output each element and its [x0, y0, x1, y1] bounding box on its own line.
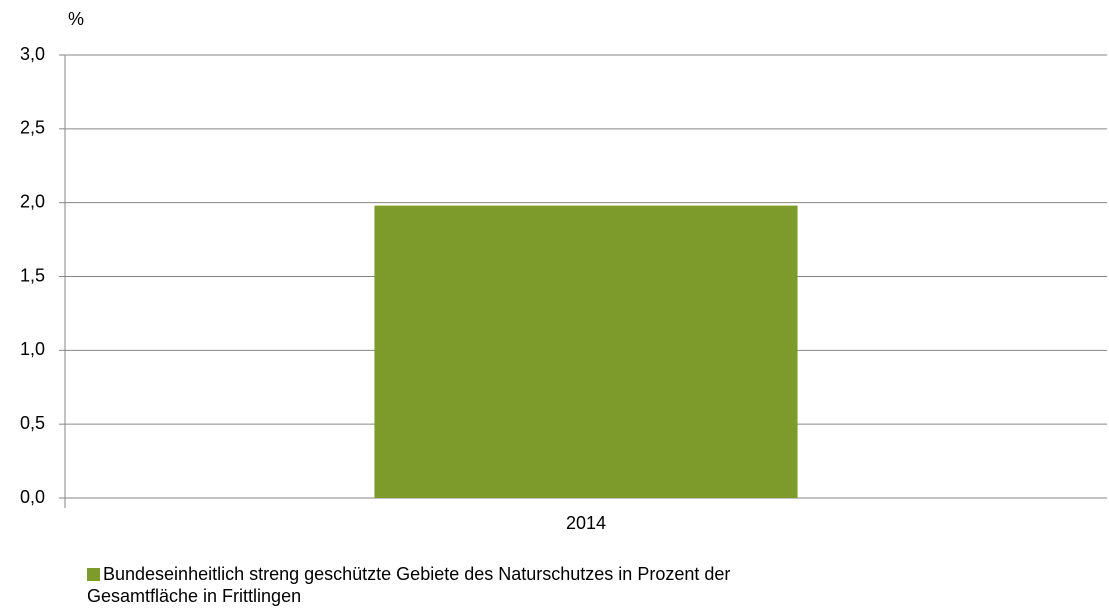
- y-tick-label: 0,0: [20, 487, 45, 507]
- y-tick-label: 3,0: [20, 44, 45, 64]
- bar: [374, 205, 798, 498]
- y-axis-label: %: [68, 9, 84, 29]
- y-tick-label: 1,0: [20, 339, 45, 359]
- y-tick-label: 2,5: [20, 118, 45, 138]
- legend-label: Bundeseinheitlich streng geschützte Gebi…: [87, 564, 731, 606]
- legend-swatch: [87, 568, 100, 581]
- y-tick-label: 1,5: [20, 265, 45, 285]
- y-tick-label: 0,5: [20, 413, 45, 433]
- y-tick-label: 2,0: [20, 191, 45, 211]
- x-tick-label: 2014: [566, 513, 606, 533]
- legend: Bundeseinheitlich streng geschützte Gebi…: [87, 563, 787, 607]
